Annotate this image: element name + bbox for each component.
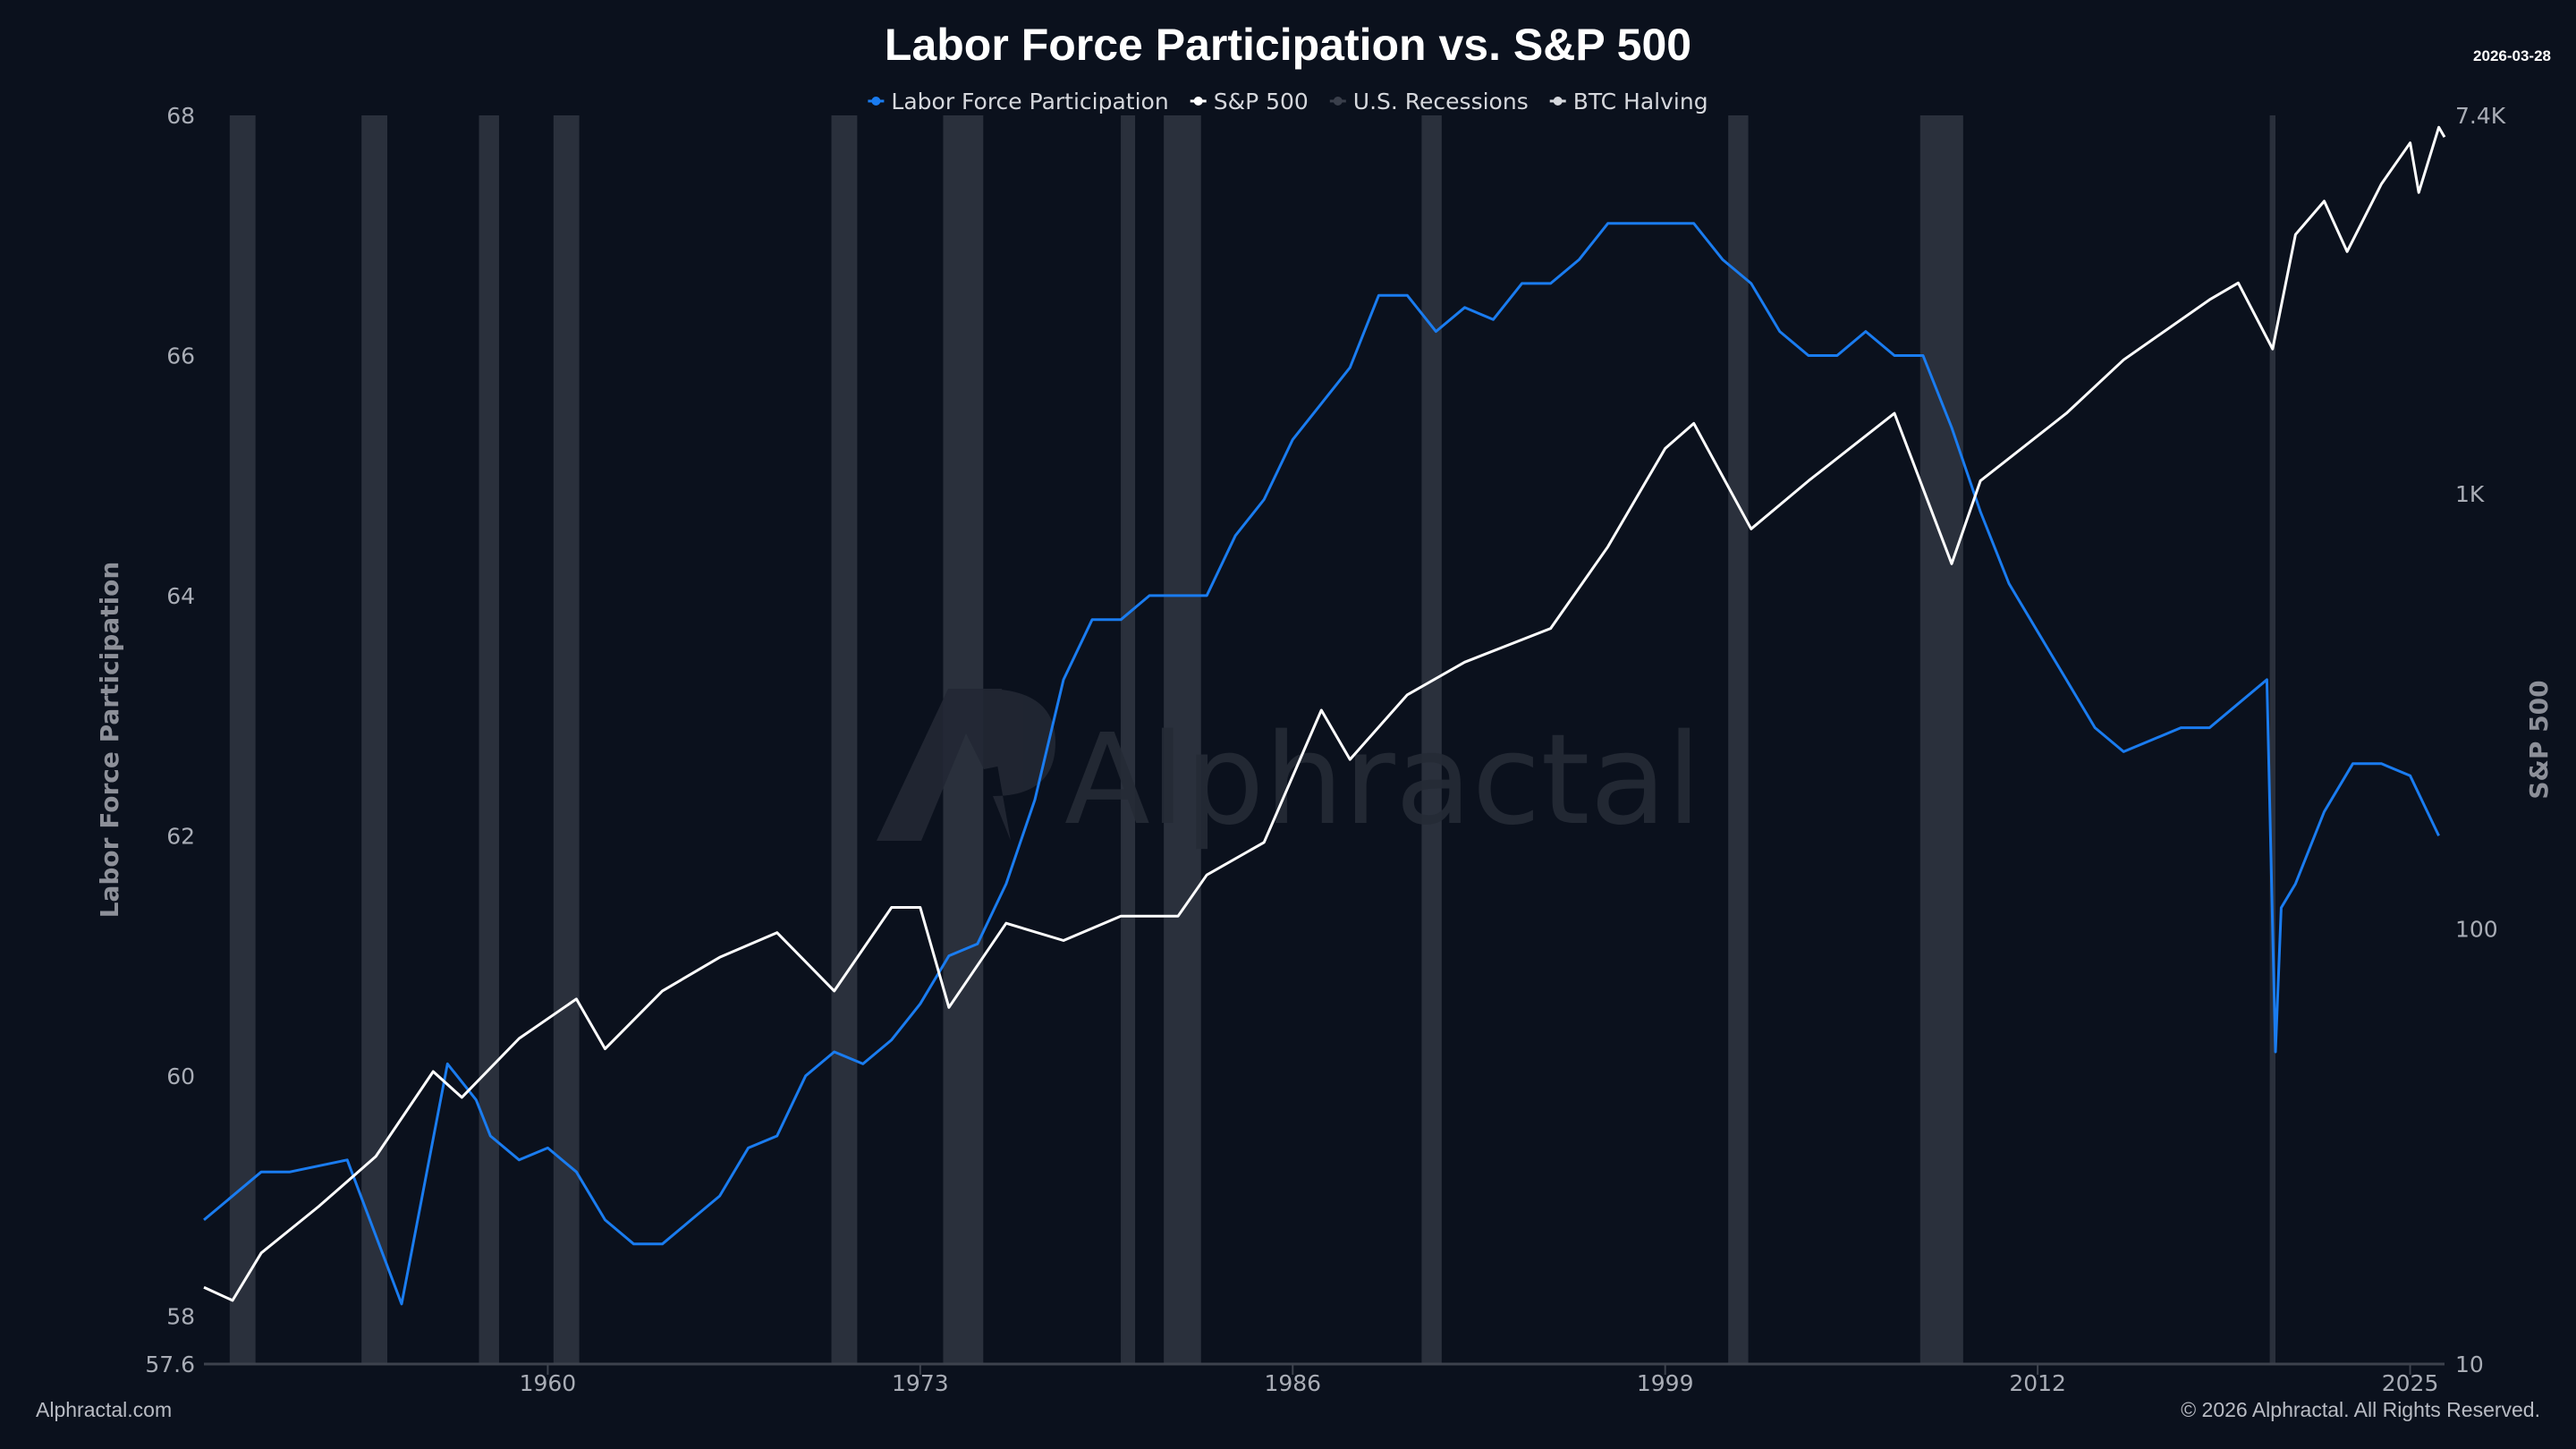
legend-item-u-s-recessions[interactable]: U.S. Recessions xyxy=(1329,89,1529,114)
date-stamp: 2026-03-28 xyxy=(2473,47,2551,64)
x-tick-label: 2025 xyxy=(2382,1370,2439,1396)
recession-band xyxy=(361,115,388,1364)
recession-band xyxy=(1421,115,1442,1364)
y-right-tick-label: 10 xyxy=(2455,1352,2484,1377)
legend-item-btc-halving[interactable]: BTC Halving xyxy=(1549,89,1708,114)
y-right-title: S&P 500 xyxy=(2524,680,2554,799)
legend-item-labor-force-participation[interactable]: Labor Force Participation xyxy=(868,89,1169,114)
recession-band xyxy=(1164,115,1201,1364)
legend-marker xyxy=(1333,97,1343,106)
x-tick-label: 1986 xyxy=(1264,1370,1321,1396)
legend-label: Labor Force Participation xyxy=(891,89,1168,114)
recession-bands xyxy=(229,115,2276,1364)
y-left-tick-label: 58 xyxy=(166,1303,195,1329)
legend-marker xyxy=(1553,97,1563,106)
recession-band xyxy=(831,115,858,1364)
y-right-tick-label: 100 xyxy=(2455,916,2498,942)
watermark-text: Alphractal xyxy=(1064,708,1701,853)
y-right-tick-label: 1K xyxy=(2455,481,2485,507)
legend-marker xyxy=(1193,97,1203,106)
recession-band xyxy=(479,115,499,1364)
recession-band xyxy=(553,115,580,1364)
x-tick-label: 1973 xyxy=(892,1370,949,1396)
x-tick-label: 1999 xyxy=(1637,1370,1694,1396)
recession-band xyxy=(1919,115,1963,1364)
footer-right: © 2026 Alphractal. All Rights Reserved. xyxy=(2181,1398,2540,1421)
sp500-line xyxy=(203,125,2446,1302)
labor-force-line xyxy=(203,222,2440,1306)
y-right-tick-label: 7.4K xyxy=(2455,103,2506,129)
chart-title: Labor Force Participation vs. S&P 500 xyxy=(885,20,1691,70)
y-left-tick-label: 68 xyxy=(166,103,195,129)
recession-band xyxy=(1121,115,1136,1364)
x-tick-label: 2012 xyxy=(2009,1370,2066,1396)
watermark: Alphractal xyxy=(877,689,1701,853)
y-left-tick-label: 60 xyxy=(166,1063,195,1089)
y-left-tick-label: 64 xyxy=(166,583,195,609)
legend-item-s-p-500[interactable]: S&P 500 xyxy=(1190,89,1309,114)
recession-band xyxy=(229,115,256,1364)
x-tick-label: 1960 xyxy=(520,1370,577,1396)
legend-label: S&P 500 xyxy=(1214,89,1309,114)
legend-marker xyxy=(871,97,881,106)
recession-band xyxy=(1728,115,1749,1364)
y-left-title: Labor Force Participation xyxy=(95,562,124,919)
footer-left: Alphractal.com xyxy=(36,1398,172,1421)
recession-band xyxy=(2269,115,2276,1364)
legend-label: BTC Halving xyxy=(1573,89,1708,114)
legend: Labor Force Participation S&P 500 U.S. Rec… xyxy=(868,89,1708,114)
y-left-tick-label: 57.6 xyxy=(145,1352,195,1377)
watermark-logo xyxy=(877,689,1055,841)
y-left-tick-label: 62 xyxy=(166,823,195,849)
y-left-tick-label: 66 xyxy=(166,343,195,369)
legend-label: U.S. Recessions xyxy=(1353,89,1529,114)
